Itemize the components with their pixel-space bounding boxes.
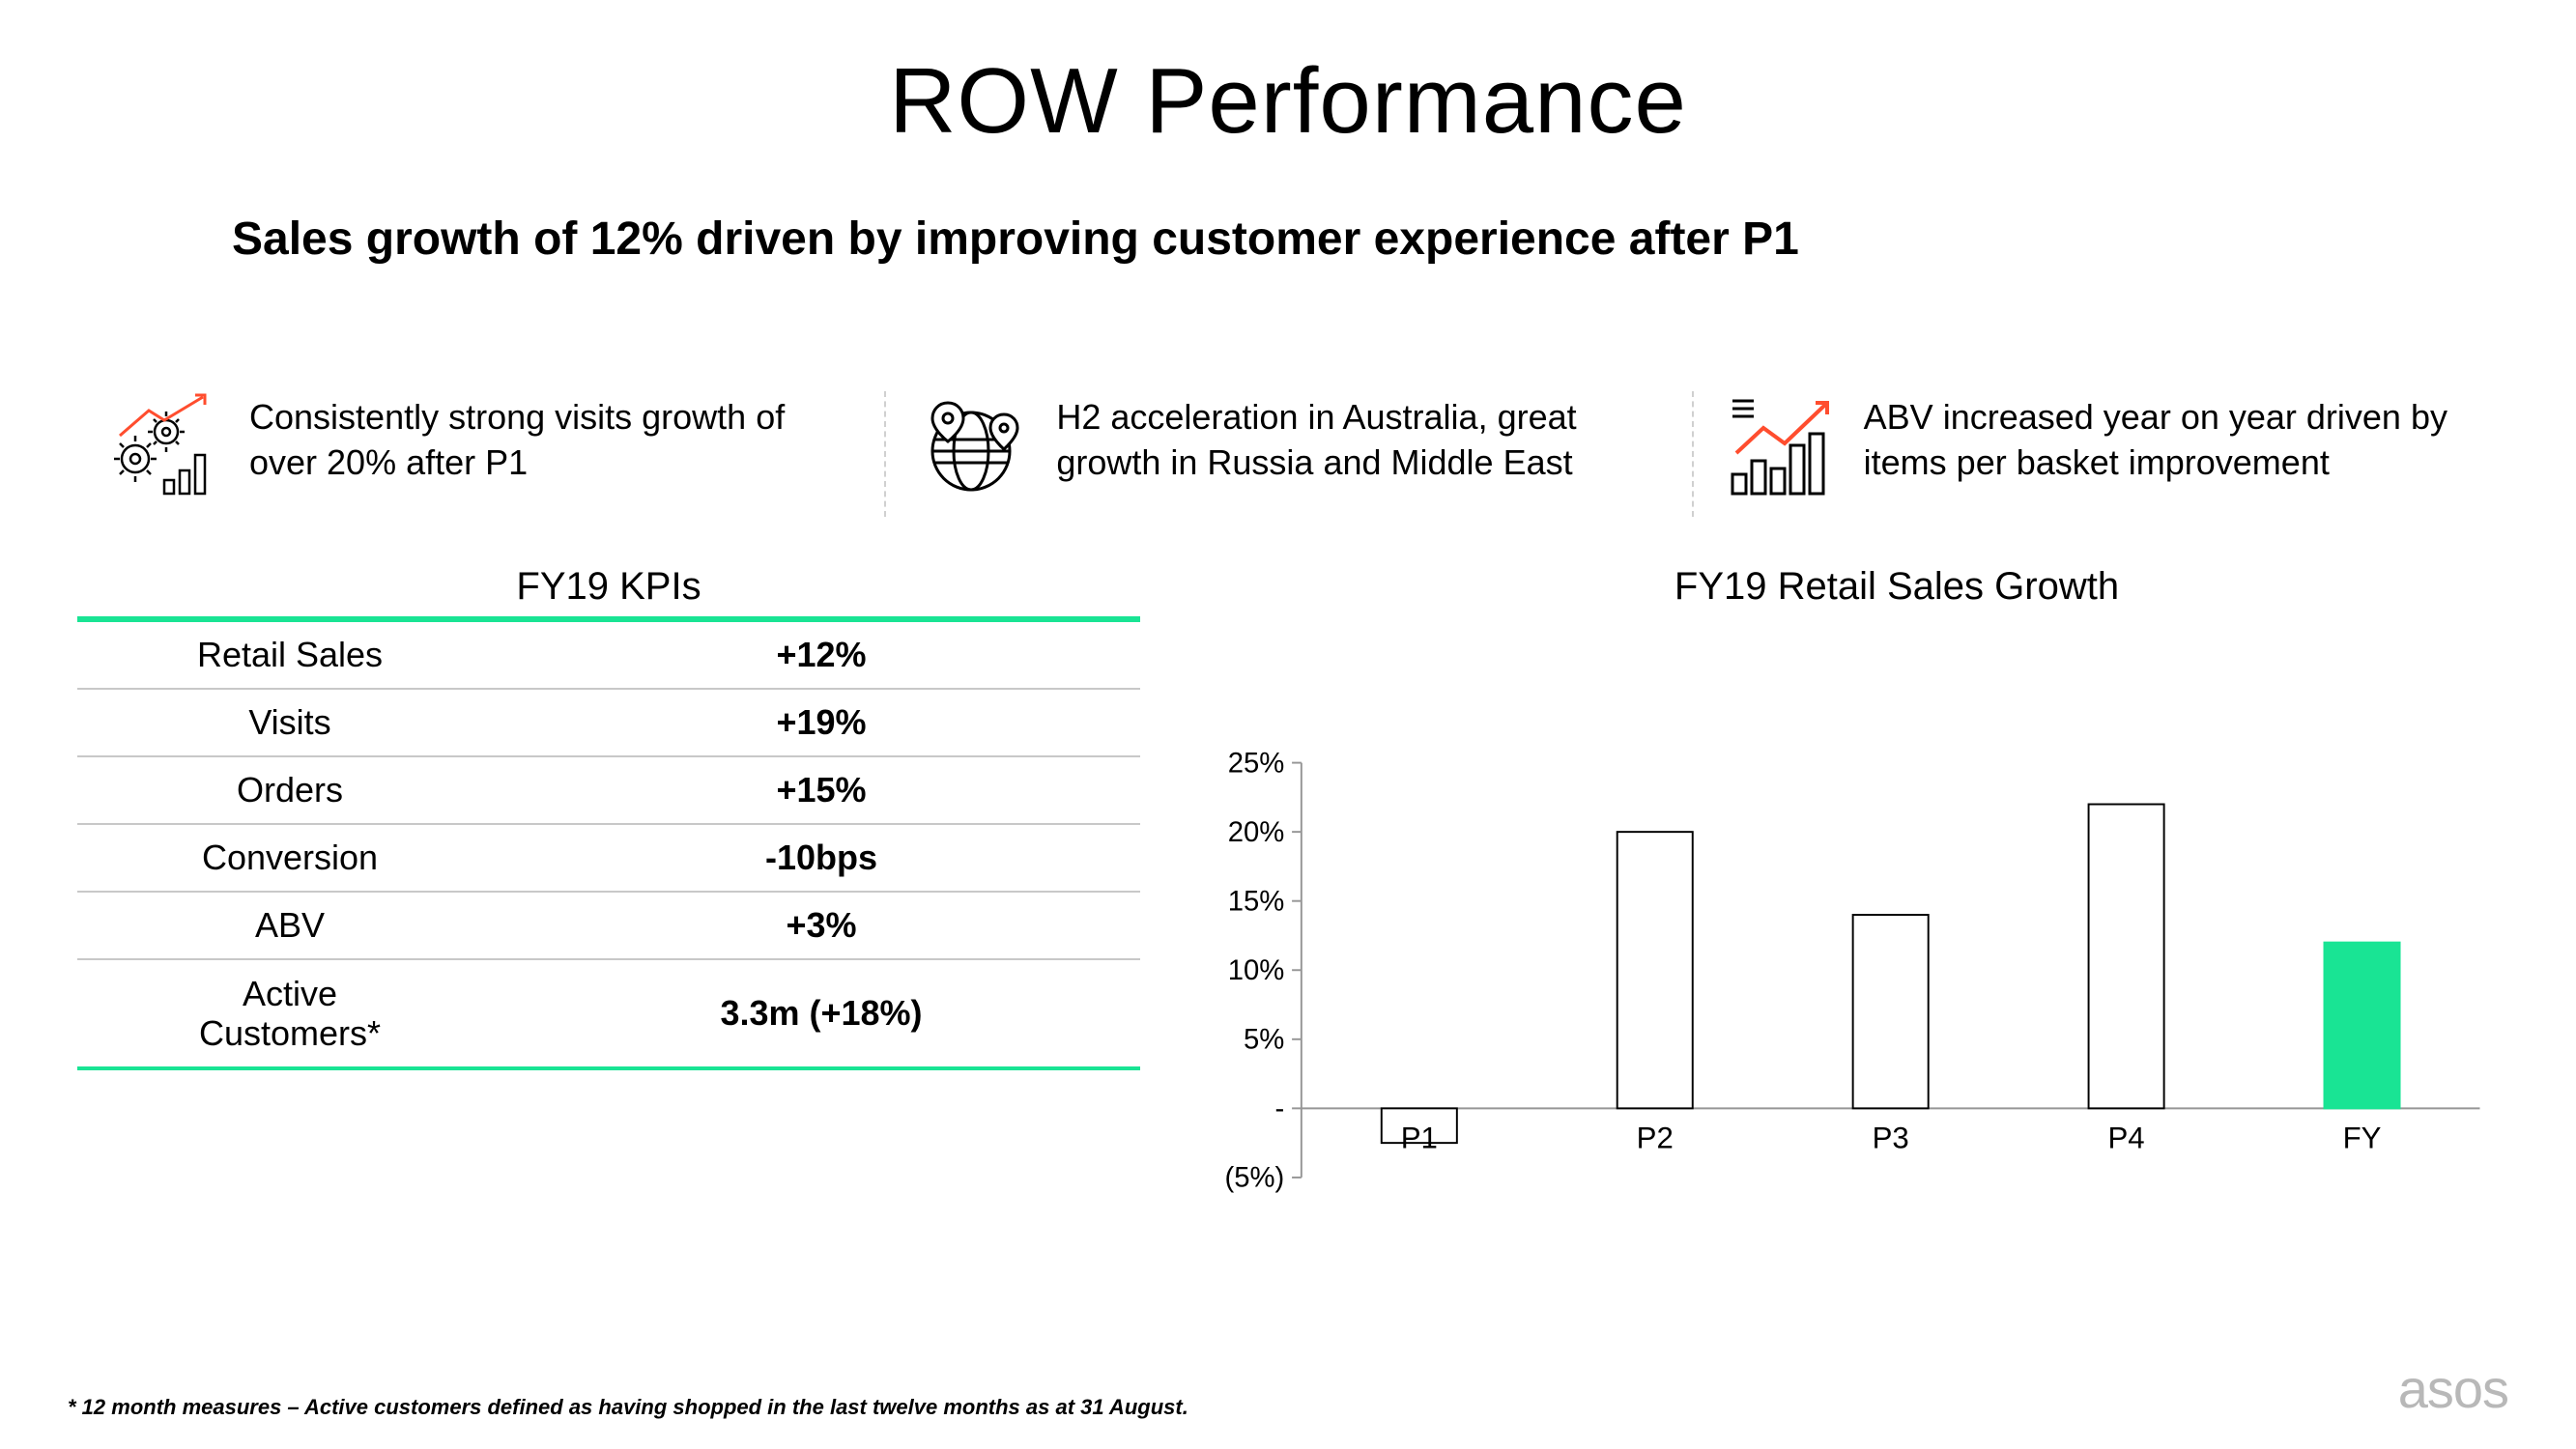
kpi-table: Retail Sales+12%Visits+19%Orders+15%Conv… xyxy=(77,616,1140,1070)
highlight-abv-increase: ABV increased year on year driven by ite… xyxy=(1692,391,2499,507)
kpi-row: Conversion-10bps xyxy=(77,825,1140,893)
globe-pins-icon xyxy=(913,391,1029,507)
kpi-value: +15% xyxy=(502,770,1140,810)
svg-text:15%: 15% xyxy=(1228,886,1285,917)
svg-text:20%: 20% xyxy=(1228,817,1285,848)
highlight-text: Consistently strong visits growth of ove… xyxy=(249,391,855,486)
svg-text:P3: P3 xyxy=(1873,1121,1909,1154)
svg-text:-: - xyxy=(1275,1094,1285,1124)
kpi-label: Orders xyxy=(77,770,502,810)
svg-text:P4: P4 xyxy=(2107,1121,2144,1154)
svg-text:(5%): (5%) xyxy=(1224,1163,1284,1194)
svg-text:5%: 5% xyxy=(1244,1025,1284,1056)
kpi-row: Retail Sales+12% xyxy=(77,622,1140,690)
kpi-title: FY19 KPIs xyxy=(77,565,1140,616)
bars-trend-icon xyxy=(1721,391,1837,507)
slide: ROW Performance Sales growth of 12% driv… xyxy=(0,0,2576,1449)
kpi-row: Orders+15% xyxy=(77,757,1140,825)
highlight-text: H2 acceleration in Australia, great grow… xyxy=(1056,391,1662,486)
svg-text:P2: P2 xyxy=(1637,1121,1674,1154)
kpi-panel: FY19 KPIs Retail Sales+12%Visits+19%Orde… xyxy=(77,565,1140,1356)
highlights-row: Consistently strong visits growth of ove… xyxy=(68,391,2508,507)
svg-text:P1: P1 xyxy=(1401,1121,1438,1154)
brand-logo: asos xyxy=(2398,1357,2508,1420)
svg-text:10%: 10% xyxy=(1228,955,1285,986)
page-title: ROW Performance xyxy=(68,48,2508,155)
gears-chart-icon xyxy=(106,391,222,507)
highlight-h2-acceleration: H2 acceleration in Australia, great grow… xyxy=(884,391,1691,507)
kpi-row: ABV+3% xyxy=(77,893,1140,960)
page-subtitle: Sales growth of 12% driven by improving … xyxy=(232,213,2508,266)
highlight-visits-growth: Consistently strong visits growth of ove… xyxy=(77,391,884,507)
footnote: * 12 month measures – Active customers d… xyxy=(68,1395,2508,1420)
svg-text:25%: 25% xyxy=(1228,748,1285,779)
kpi-row: ActiveCustomers*3.3m (+18%) xyxy=(77,960,1140,1066)
kpi-value: -10bps xyxy=(502,838,1140,878)
kpi-label: Conversion xyxy=(77,838,502,877)
kpi-row: Visits+19% xyxy=(77,690,1140,757)
kpi-value: +3% xyxy=(502,905,1140,946)
bar-chart: (5%) - 5% 10% 15% 20% 25% P1 P2 P3 P4 FY xyxy=(1179,565,2499,1356)
kpi-value: 3.3m (+18%) xyxy=(502,993,1140,1034)
kpi-label: ActiveCustomers* xyxy=(77,974,502,1054)
kpi-label: Visits xyxy=(77,702,502,742)
kpi-label: Retail Sales xyxy=(77,635,502,674)
svg-text:FY: FY xyxy=(2343,1121,2382,1154)
kpi-value: +12% xyxy=(502,635,1140,675)
lower-row: FY19 KPIs Retail Sales+12%Visits+19%Orde… xyxy=(68,565,2508,1356)
chart-title: FY19 Retail Sales Growth xyxy=(1179,565,2499,609)
kpi-value: +19% xyxy=(502,702,1140,743)
kpi-label: ABV xyxy=(77,905,502,945)
chart-panel: FY19 Retail Sales Growth (5%) - 5% 10% 15% 20… xyxy=(1179,565,2499,1356)
highlight-text: ABV increased year on year driven by ite… xyxy=(1864,391,2470,486)
